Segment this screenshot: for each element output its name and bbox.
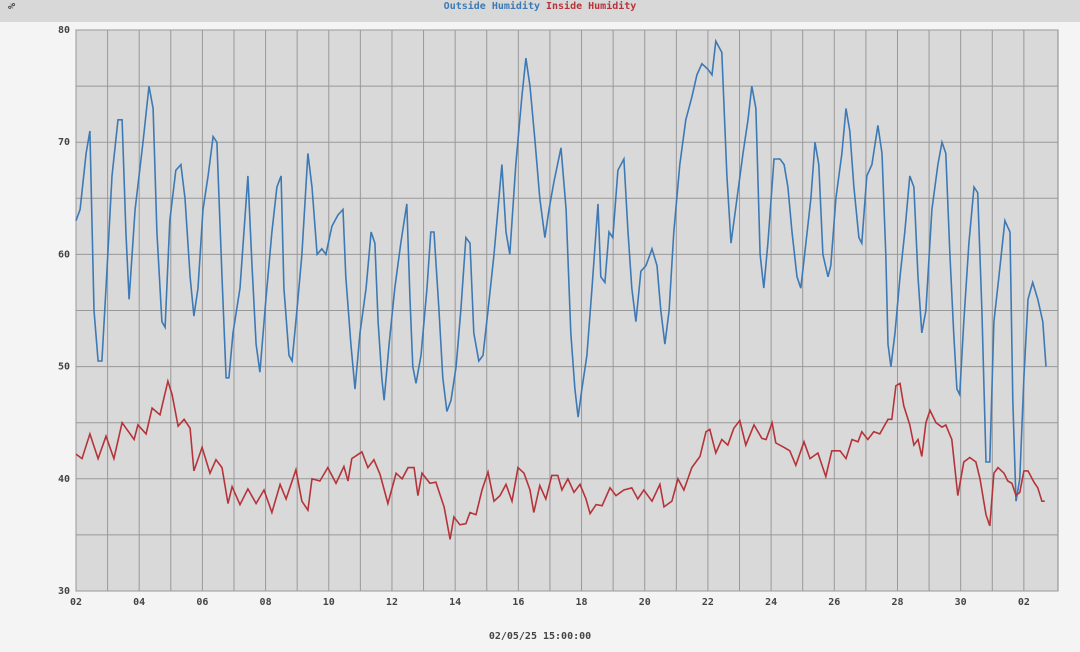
data-line <box>75 38 1047 502</box>
x-tick-label: 18 <box>576 597 588 608</box>
x-tick-label: 02 <box>70 597 82 608</box>
x-tick-label: 12 <box>386 597 398 608</box>
data-line <box>75 378 1045 540</box>
x-tick-label: 16 <box>512 597 524 608</box>
x-tick-label: 26 <box>828 597 840 608</box>
x-tick-label: 10 <box>323 597 335 608</box>
y-tick-label: 30 <box>58 586 70 597</box>
x-tick-label: 22 <box>702 597 714 608</box>
y-tick-label: 80 <box>58 25 70 36</box>
x-tick-label: 20 <box>639 597 651 608</box>
x-tick-label: 30 <box>955 597 967 608</box>
y-tick-label: 50 <box>58 362 70 373</box>
legend: Outside Humidity Inside Humidity <box>444 0 637 12</box>
legend-entry: Outside Humidity <box>444 0 540 12</box>
x-tick-label: 14 <box>449 597 461 608</box>
y-tick-label: 40 <box>58 474 70 485</box>
x-tick-label: 08 <box>260 597 272 608</box>
x-tick-label: 04 <box>133 597 145 608</box>
x-tick-label: 28 <box>891 597 903 608</box>
x-tick-label: 24 <box>765 597 777 608</box>
footer: 02/05/25 15:00:00 <box>489 631 591 642</box>
x-tick-label: 06 <box>196 597 208 608</box>
y-tick-label: 60 <box>58 249 70 260</box>
legend-entry: Inside Humidity <box>546 0 636 12</box>
x-tick-label: 02 <box>1018 597 1030 608</box>
y-axis-label: % <box>7 3 18 9</box>
y-tick-label: 70 <box>58 137 70 148</box>
header-bar <box>0 0 1080 22</box>
